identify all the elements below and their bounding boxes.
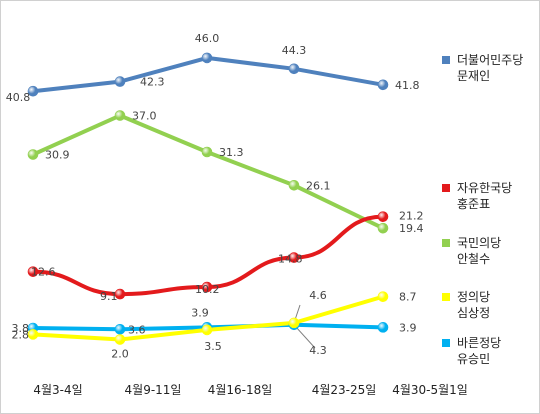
legend-sublabel: 심상정 bbox=[457, 306, 490, 320]
data-label: 12.6 bbox=[31, 266, 56, 279]
data-point bbox=[288, 63, 300, 75]
legend-swatch bbox=[442, 339, 450, 347]
data-point bbox=[377, 322, 389, 333]
data-point bbox=[114, 110, 126, 121]
data-point bbox=[201, 52, 213, 64]
data-point bbox=[377, 211, 389, 222]
legend-swatch bbox=[442, 293, 450, 301]
legend-swatch bbox=[442, 184, 450, 192]
data-label: 19.4 bbox=[399, 222, 424, 235]
data-label: 4.6 bbox=[309, 289, 327, 302]
legend-label: 바른정당 bbox=[457, 336, 501, 350]
data-point bbox=[201, 146, 213, 158]
data-label: 37.0 bbox=[132, 110, 157, 123]
data-label: 42.3 bbox=[140, 76, 165, 89]
data-label: 2.8 bbox=[12, 328, 30, 341]
x-tick-label: 4월16-18일 bbox=[208, 383, 273, 397]
data-label: 44.3 bbox=[282, 44, 307, 57]
data-label: 2.0 bbox=[111, 348, 129, 361]
x-axis-ticks: 4월3-4일 4월9-11일 4월16-18일 4월23-25일 4월30-5월1일 bbox=[33, 383, 467, 397]
data-point bbox=[27, 266, 39, 277]
legend-label: 국민의당 bbox=[457, 236, 501, 250]
data-point bbox=[377, 222, 389, 234]
data-point bbox=[288, 179, 300, 191]
legend-swatch bbox=[442, 239, 450, 247]
data-label: 21.2 bbox=[399, 210, 424, 223]
data-label: 3.5 bbox=[204, 340, 222, 353]
data-label: 26.1 bbox=[306, 179, 331, 192]
data-point bbox=[114, 334, 126, 345]
data-label: 40.8 bbox=[6, 91, 31, 104]
x-tick-label: 4월3-4일 bbox=[33, 383, 82, 397]
x-tick-label: 4월30-5월1일 bbox=[392, 383, 468, 397]
data-point bbox=[288, 252, 300, 263]
data-point bbox=[27, 85, 39, 97]
data-label: 30.9 bbox=[45, 149, 70, 162]
data-point bbox=[377, 291, 389, 302]
legend-sublabel: 문재인 bbox=[457, 69, 490, 83]
data-label: 4.3 bbox=[309, 344, 327, 357]
plot-area: 40.8 42.3 46.0 44.3 41.8 3.8 3.6 3.9 4.3 3.9 2.8 2.… bbox=[6, 32, 424, 361]
data-label: 10.2 bbox=[195, 283, 220, 296]
data-label: 31.3 bbox=[219, 146, 244, 159]
data-point bbox=[114, 76, 126, 87]
data-point bbox=[288, 317, 300, 329]
data-label: 3.9 bbox=[399, 321, 417, 334]
data-point bbox=[27, 329, 39, 340]
legend-label: 정의당 bbox=[457, 290, 490, 304]
data-label: 46.0 bbox=[195, 32, 220, 45]
legend-swatch bbox=[442, 56, 450, 64]
x-tick-label: 4월9-11일 bbox=[125, 383, 182, 397]
data-label: 3.6 bbox=[128, 323, 146, 336]
data-label: 3.9 bbox=[191, 306, 209, 319]
x-tick-label: 4월23-25일 bbox=[312, 383, 377, 397]
data-label: 14.8 bbox=[278, 253, 303, 266]
legend-sublabel: 안철수 bbox=[457, 252, 490, 266]
data-point bbox=[27, 149, 39, 160]
data-point bbox=[114, 288, 126, 300]
data-point bbox=[201, 281, 213, 293]
data-point bbox=[201, 324, 213, 336]
legend-label: 더불어민주당 bbox=[457, 53, 523, 67]
data-label: 8.7 bbox=[399, 291, 417, 304]
data-point bbox=[377, 79, 389, 91]
data-label: 9.1 bbox=[100, 290, 118, 303]
legend-sublabel: 유승민 bbox=[457, 352, 490, 366]
legend-label: 자유한국당 bbox=[457, 181, 512, 195]
data-label: 3.8 bbox=[12, 322, 30, 335]
data-point bbox=[114, 323, 126, 335]
data-label: 41.8 bbox=[395, 79, 420, 92]
legend-sublabel: 홍준표 bbox=[457, 197, 490, 211]
